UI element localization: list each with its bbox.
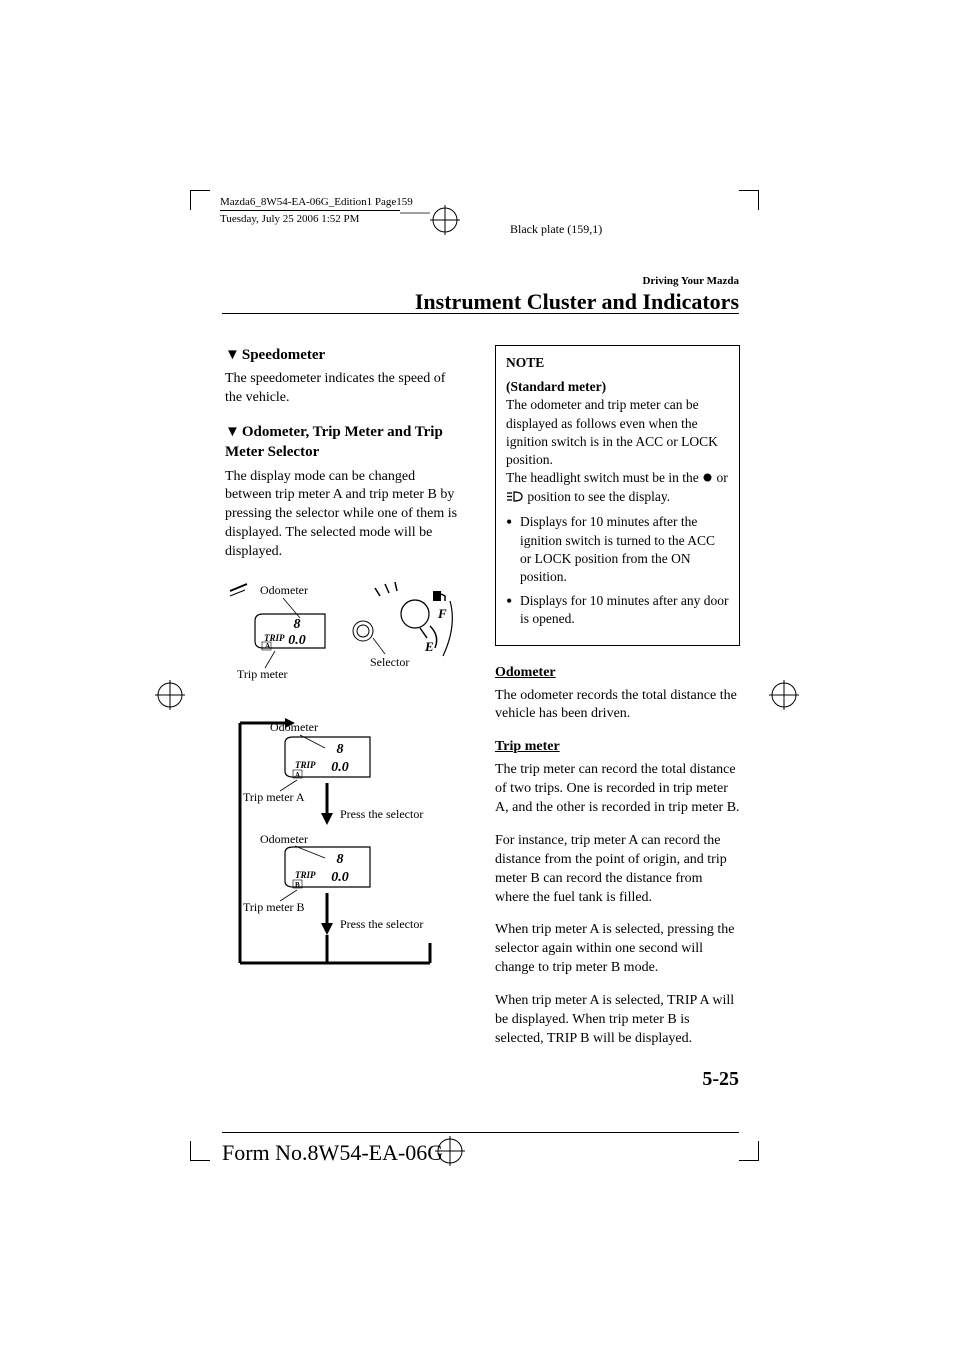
svg-text:B: B [295,881,300,889]
crop-mark-tr [739,190,759,210]
note-title: NOTE [506,354,729,372]
svg-text:F: F [437,606,447,621]
diag1-odometer-label: Odometer [260,583,308,597]
page-root: Mazda6_8W54-EA-06G_Edition1 Page159 Tues… [0,0,954,1351]
svg-text:Selector: Selector [370,655,409,669]
svg-text:TRIP: TRIP [295,870,316,880]
odometer-heading: Odometer [495,664,740,683]
header-meta: Mazda6_8W54-EA-06G_Edition1 Page159 Tues… [220,195,413,227]
triangle-down-icon: ▼ [225,422,240,442]
svg-text:A: A [265,642,270,650]
meta-connector-line [400,198,440,228]
svg-text:Trip meter B: Trip meter B [243,900,305,914]
headlights-icon [506,489,524,507]
svg-text:Odometer: Odometer [260,832,308,846]
right-column: NOTE (Standard meter) The odometer and t… [495,345,740,1063]
svg-text:E: E [424,639,434,654]
svg-text:8: 8 [337,852,344,867]
svg-text:Press the selector: Press the selector [340,807,423,821]
trip-meter-body1: The trip meter can record the total dist… [495,761,740,818]
form-number: Form No.8W54-EA-06G [222,1140,443,1166]
registration-mark-right [769,680,799,710]
cluster-diagram: Odometer 8 TRIP A 0.0 Trip meter Selecto… [225,576,465,693]
speedometer-body: The speedometer indicates the speed of t… [225,370,465,408]
svg-text:0.0: 0.0 [331,760,349,775]
svg-text:0.0: 0.0 [331,870,349,885]
black-plate-text: Black plate (159,1) [510,222,602,237]
trip-meter-heading: Trip meter [495,738,740,757]
crop-mark-tl [190,190,210,210]
svg-text:8: 8 [294,617,301,632]
note-body2c: position to see the display. [527,489,670,504]
trip-meter-body4: When trip meter A is selected, TRIP A wi… [495,992,740,1049]
triangle-down-icon: ▼ [225,345,240,365]
header-rule [222,313,739,314]
note-body2b: or [716,470,727,485]
crop-mark-br [739,1141,759,1161]
left-column: ▼Speedometer The speedometer indicates t… [225,345,465,1000]
note-list-item-1: Displays for 10 minutes after the igniti… [506,513,729,586]
parking-lights-icon [702,470,713,488]
svg-text:A: A [295,771,300,779]
meta-line2: Tuesday, July 25 2006 1:52 PM [220,212,413,226]
note-list-item-2: Displays for 10 minutes after any door i… [506,592,729,628]
trip-cycle-diagram: Odometer 8 TRIP A 0.0 Trip meter A Press… [225,713,465,980]
chapter-header: Driving Your Mazda Instrument Cluster an… [415,275,739,315]
svg-text:Odometer: Odometer [270,720,318,734]
meta-line1: Mazda6_8W54-EA-06G_Edition1 Page159 [220,195,413,209]
svg-text:Trip meter: Trip meter [237,667,288,681]
svg-text:0.0: 0.0 [288,633,306,648]
chapter-large: Instrument Cluster and Indicators [415,289,739,315]
trip-meter-body3: When trip meter A is selected, pressing … [495,921,740,978]
note-box: NOTE (Standard meter) The odometer and t… [495,345,740,646]
chapter-small: Driving Your Mazda [415,275,739,287]
note-body2a: The headlight switch must be in the [506,470,702,485]
trip-meter-body2: For instance, trip meter A can record th… [495,832,740,908]
registration-mark-left [155,680,185,710]
note-body1: The odometer and trip meter can be displ… [506,397,718,467]
svg-text:8: 8 [337,742,344,757]
svg-text:Trip meter A: Trip meter A [243,790,305,804]
odometer-selector-body: The display mode can be changed between … [225,468,465,562]
odometer-selector-heading: ▼Odometer, Trip Meter and Trip Meter Sel… [225,422,465,463]
note-subtitle: (Standard meter) [506,379,606,394]
crop-mark-bl [190,1141,210,1161]
svg-text:Press the selector: Press the selector [340,917,423,931]
speedometer-heading: ▼Speedometer [225,345,465,365]
footer-rule [222,1132,739,1133]
svg-text:TRIP: TRIP [295,760,316,770]
odometer-body: The odometer records the total distance … [495,687,740,725]
page-number: 5-25 [702,1068,739,1091]
